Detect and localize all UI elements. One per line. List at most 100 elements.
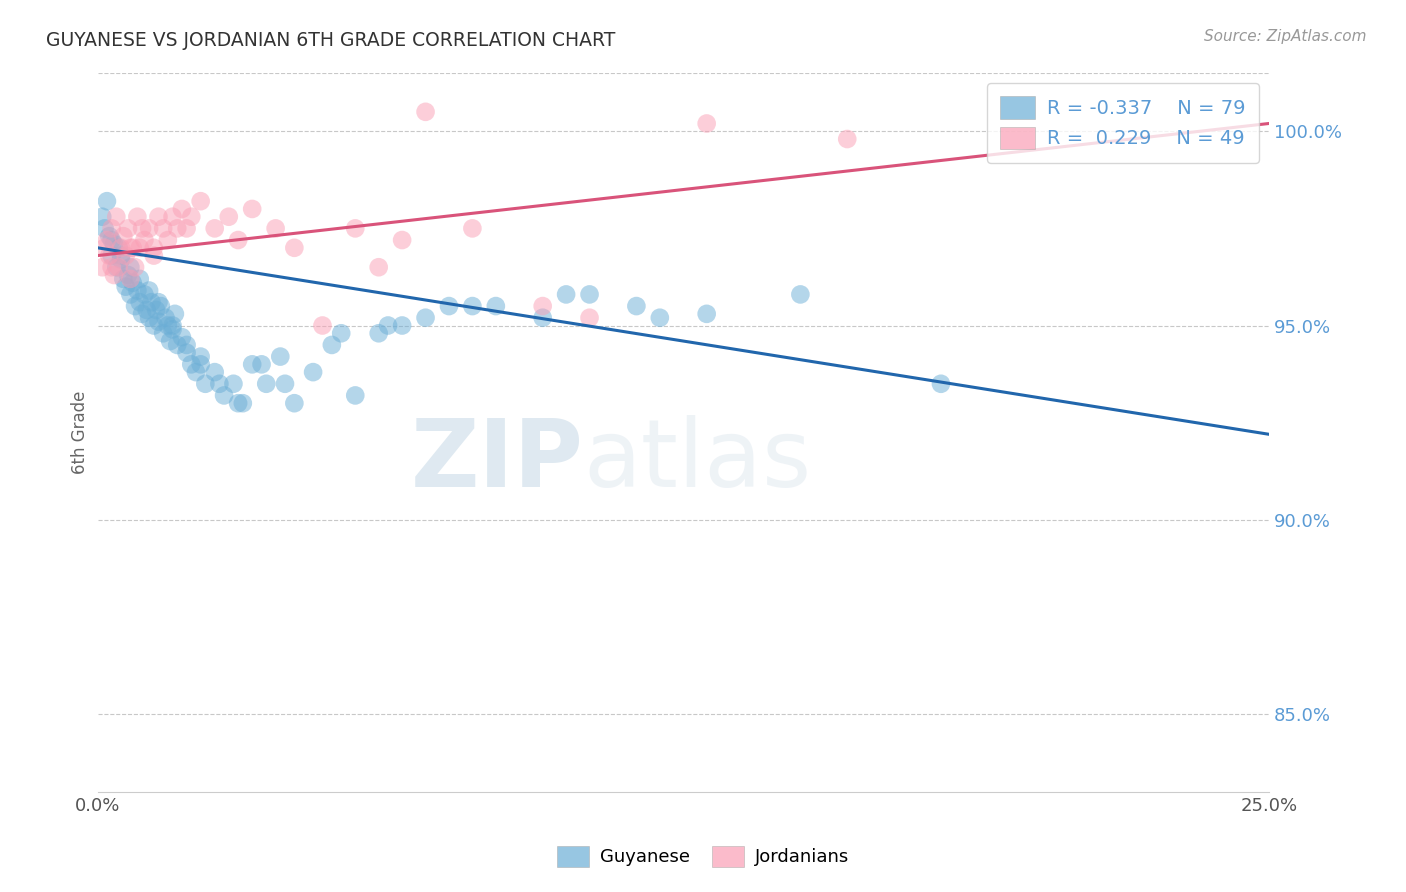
Point: [166, 221, 188, 235]
Point: [98, 229, 121, 244]
Point: [226, 233, 249, 247]
Point: [107, 241, 129, 255]
Point: [531, 310, 554, 325]
Legend: Guyanese, Jordanians: Guyanese, Jordanians: [550, 838, 856, 874]
Point: [367, 260, 389, 275]
Point: [100, 260, 122, 275]
Point: [138, 284, 160, 298]
Y-axis label: 6th Grade: 6th Grade: [72, 391, 89, 474]
Point: [180, 210, 202, 224]
Point: [91, 210, 114, 224]
Point: [93, 241, 115, 255]
Point: [626, 299, 648, 313]
Point: [391, 318, 413, 333]
Point: [138, 310, 160, 325]
Point: [127, 284, 149, 298]
Point: [194, 376, 217, 391]
Point: [128, 272, 150, 286]
Point: [142, 241, 165, 255]
Point: [93, 221, 115, 235]
Point: [100, 249, 122, 263]
Point: [461, 299, 484, 313]
Point: [184, 365, 207, 379]
Point: [485, 299, 508, 313]
Point: [138, 221, 160, 235]
Point: [105, 210, 128, 224]
Point: [131, 221, 153, 235]
Point: [148, 295, 170, 310]
Point: [110, 249, 132, 263]
Point: [149, 299, 172, 313]
Point: [176, 345, 198, 359]
Point: [222, 376, 245, 391]
Point: [124, 260, 146, 275]
Text: atlas: atlas: [583, 415, 811, 507]
Point: [344, 221, 367, 235]
Point: [142, 249, 165, 263]
Point: [190, 194, 212, 209]
Point: [170, 202, 193, 216]
Point: [377, 318, 399, 333]
Point: [555, 287, 578, 301]
Point: [135, 302, 157, 317]
Point: [226, 396, 249, 410]
Text: Source: ZipAtlas.com: Source: ZipAtlas.com: [1204, 29, 1367, 44]
Point: [176, 221, 198, 235]
Point: [176, 338, 198, 352]
Point: [837, 132, 859, 146]
Text: ZIP: ZIP: [411, 415, 583, 507]
Point: [696, 307, 718, 321]
Point: [117, 268, 139, 282]
Point: [162, 322, 184, 336]
Point: [531, 299, 554, 313]
Point: [696, 116, 718, 130]
Point: [204, 221, 226, 235]
Point: [112, 229, 135, 244]
Point: [145, 302, 167, 317]
Point: [311, 318, 333, 333]
Point: [929, 376, 952, 391]
Text: GUYANESE VS JORDANIAN 6TH GRADE CORRELATION CHART: GUYANESE VS JORDANIAN 6TH GRADE CORRELAT…: [46, 31, 616, 50]
Point: [121, 241, 143, 255]
Point: [578, 287, 600, 301]
Point: [124, 299, 146, 313]
Point: [180, 357, 202, 371]
Point: [240, 202, 263, 216]
Point: [415, 104, 437, 119]
Point: [120, 287, 142, 301]
Point: [204, 365, 226, 379]
Point: [114, 279, 136, 293]
Point: [330, 326, 353, 341]
Point: [415, 310, 437, 325]
Point: [218, 210, 240, 224]
Point: [391, 233, 413, 247]
Point: [269, 350, 291, 364]
Point: [232, 396, 254, 410]
Point: [100, 233, 122, 247]
Point: [103, 268, 125, 282]
Point: [250, 357, 273, 371]
Point: [127, 210, 149, 224]
Point: [96, 194, 118, 209]
Point: [170, 330, 193, 344]
Point: [148, 315, 170, 329]
Point: [128, 241, 150, 255]
Point: [190, 357, 212, 371]
Point: [156, 318, 179, 333]
Point: [254, 376, 277, 391]
Point: [107, 260, 129, 275]
Point: [141, 295, 163, 310]
Point: [142, 318, 165, 333]
Point: [148, 210, 170, 224]
Point: [120, 241, 142, 255]
Point: [128, 295, 150, 310]
Point: [110, 252, 132, 267]
Point: [155, 310, 177, 325]
Point: [264, 221, 287, 235]
Point: [283, 241, 305, 255]
Point: [240, 357, 263, 371]
Point: [302, 365, 325, 379]
Point: [344, 388, 367, 402]
Point: [103, 236, 125, 251]
Point: [131, 307, 153, 321]
